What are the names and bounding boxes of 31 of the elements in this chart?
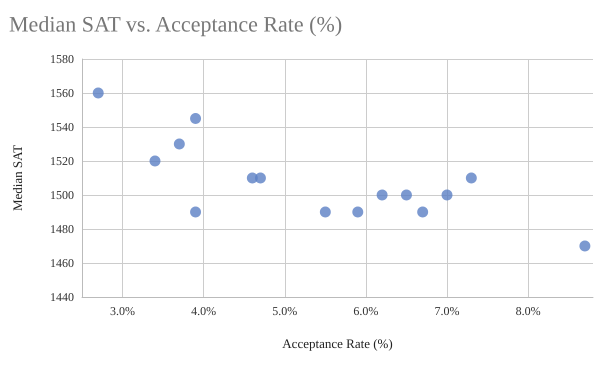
y-tick-label: 1440 — [50, 290, 74, 304]
point — [376, 190, 388, 200]
x-tick-label: 5.0% — [272, 304, 298, 318]
point — [190, 206, 202, 218]
y-tick-label: 1560 — [50, 86, 74, 100]
point — [254, 172, 266, 184]
x-tick-label: 7.0% — [434, 304, 460, 318]
point — [400, 190, 412, 200]
y-tick-label: 1500 — [50, 188, 74, 202]
point — [579, 240, 590, 252]
point — [320, 206, 331, 218]
y-axis-title: Median SAT — [10, 144, 25, 212]
point — [174, 138, 185, 150]
y-tick-label: 1480 — [50, 222, 74, 236]
point — [352, 206, 364, 218]
point — [466, 172, 477, 184]
y-tick-label: 1520 — [50, 154, 74, 168]
point — [417, 206, 428, 218]
y-tick-label: 1580 — [50, 52, 74, 66]
point — [442, 190, 452, 200]
x-tick-label: 8.0% — [516, 304, 541, 318]
y-tick-label: 1540 — [50, 120, 74, 134]
point — [190, 113, 202, 124]
point — [92, 88, 104, 98]
x-tick-label: 3.0% — [110, 304, 136, 318]
x-axis-title: Acceptance Rate (%) — [282, 336, 393, 351]
y-tick-label: 1460 — [50, 256, 74, 270]
x-tick-label: 4.0% — [191, 304, 216, 318]
point — [150, 156, 160, 166]
x-tick-label: 6.0% — [353, 304, 378, 318]
chart-title: Median SAT vs. Acceptance Rate (%) — [9, 12, 342, 36]
